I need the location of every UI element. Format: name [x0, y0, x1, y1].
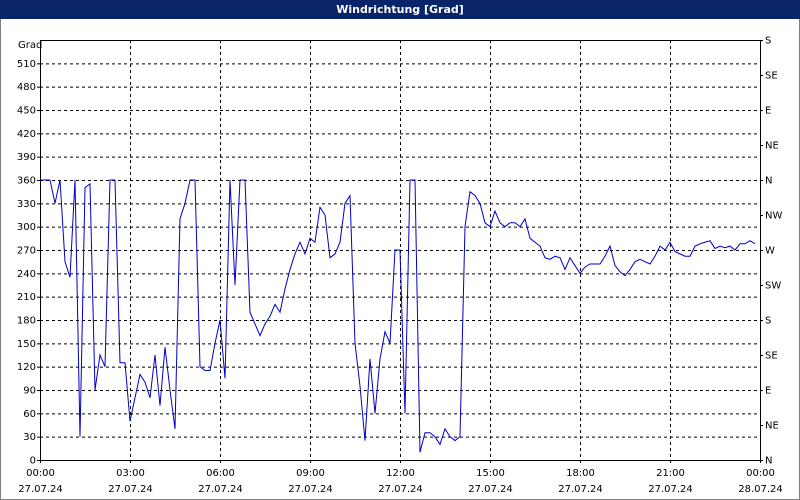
x-tick-label: 06:00 [206, 468, 235, 479]
y-tick-label: 30 [23, 432, 36, 443]
y-tick-label: 240 [17, 269, 36, 280]
y2-tick-label: N [765, 456, 772, 467]
x-tick-date: 27.07.24 [18, 484, 63, 495]
y2-tick-label: SW [765, 281, 781, 292]
y-tick-label: 300 [17, 222, 36, 233]
x-tick-date: 27.07.24 [648, 484, 693, 495]
y-tick-label: 390 [17, 152, 36, 163]
y2-tick-label: NE [765, 421, 779, 432]
y2-tick-label: E [765, 106, 771, 117]
y2-tick-label: NE [765, 141, 779, 152]
y-tick-label: 90 [23, 386, 36, 397]
y-tick-label: 510 [17, 59, 36, 70]
y2-tick-label: SE [765, 351, 778, 362]
y-tick-label: 60 [23, 409, 36, 420]
plot-frame [40, 40, 761, 461]
y-tick-label: 120 [17, 362, 36, 373]
chart-title: Windrichtung [Grad] [336, 3, 464, 16]
y-tick-label: 420 [17, 129, 36, 140]
title-bar [0, 0, 800, 19]
y2-tick-label: S [765, 36, 771, 47]
y-tick-label: 480 [17, 82, 36, 93]
y-tick-label: 360 [17, 176, 36, 187]
x-tick-date: 27.07.24 [378, 484, 423, 495]
y2-tick-label: NW [765, 211, 782, 222]
x-tick-label: 12:00 [386, 468, 415, 479]
y-tick-label: 210 [17, 292, 36, 303]
x-tick-label: 15:00 [476, 468, 505, 479]
y2-tick-label: E [765, 386, 771, 397]
x-tick-label: 03:00 [116, 468, 145, 479]
y-axis-label: Grad [18, 40, 42, 51]
y-tick-label: 330 [17, 199, 36, 210]
y-tick-label: 450 [17, 106, 36, 117]
x-tick-date: 27.07.24 [198, 484, 243, 495]
data-line [40, 179, 756, 453]
y2-tick-label: S [765, 316, 771, 327]
x-tick-date: 27.07.24 [288, 484, 333, 495]
y2-tick-label: W [765, 246, 775, 257]
x-tick-date: 27.07.24 [108, 484, 153, 495]
y-tick-label: 270 [17, 246, 36, 257]
x-tick-label: 00:00 [746, 468, 775, 479]
y-tick-label: 150 [17, 339, 36, 350]
x-tick-date: 27.07.24 [468, 484, 513, 495]
y-tick-label: 180 [17, 316, 36, 327]
x-tick-label: 18:00 [566, 468, 595, 479]
y-tick-label: 0 [30, 456, 36, 467]
y2-tick-label: N [765, 176, 772, 187]
x-tick-date: 28.07.24 [738, 484, 783, 495]
y2-tick-label: SE [765, 71, 778, 82]
x-tick-label: 00:00 [26, 468, 55, 479]
x-tick-label: 09:00 [296, 468, 325, 479]
x-tick-label: 21:00 [656, 468, 685, 479]
x-tick-date: 27.07.24 [558, 484, 603, 495]
